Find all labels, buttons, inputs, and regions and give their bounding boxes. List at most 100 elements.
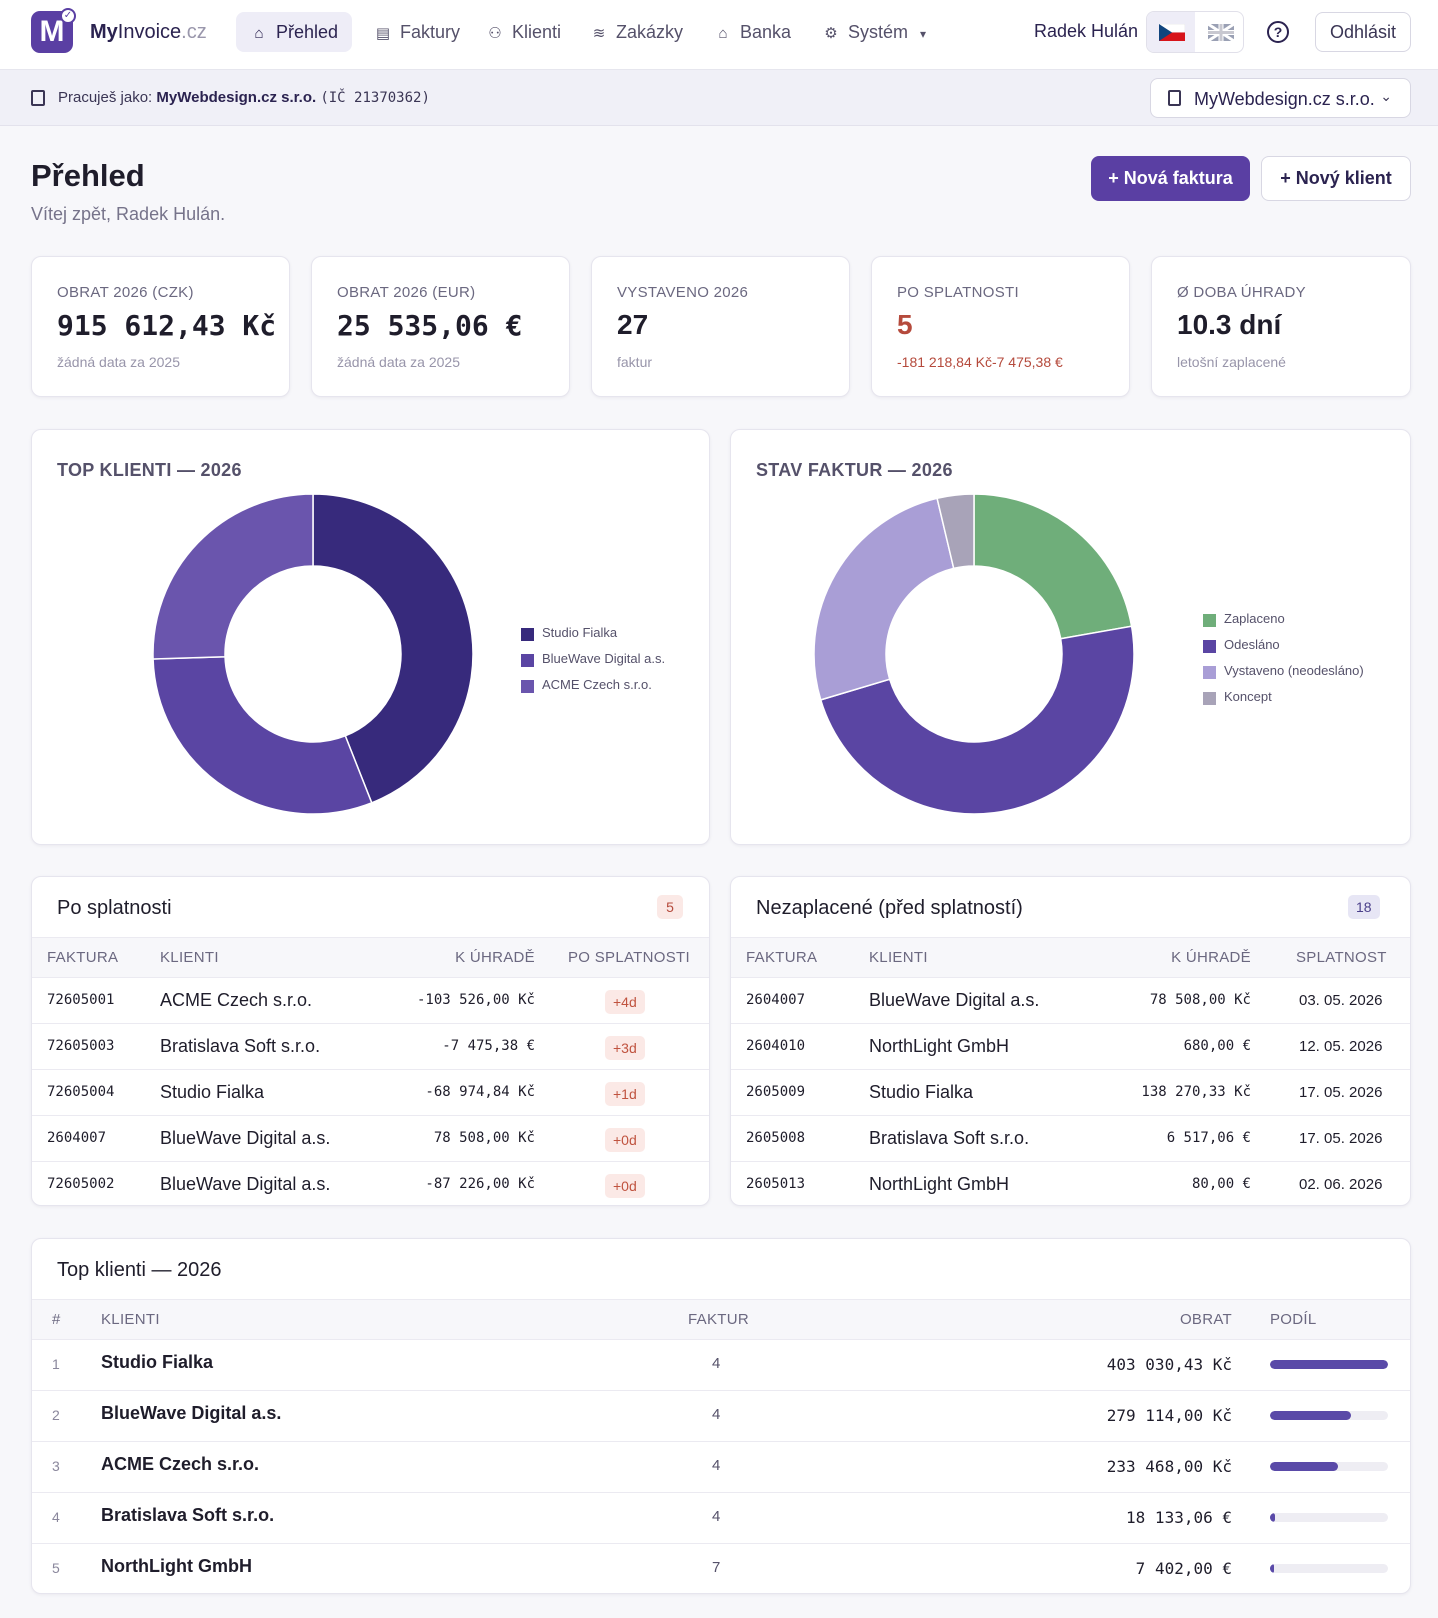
nav-zakazky[interactable]: ≋ Zakázky [576,12,697,52]
gb-flag-icon [1208,24,1234,41]
logout-button[interactable]: Odhlásit [1315,12,1411,52]
home-icon: ⌂ [254,25,264,42]
stat-value: 25 535,06 € [337,309,523,342]
company-ico: (IČ 21370362) [320,90,430,106]
donut-slice-zaplaceno[interactable] [973,493,1133,640]
table-row[interactable]: 2605009 Studio Fialka 138 270,33 Kč 17. 05.… [731,1069,1410,1115]
client-name[interactable]: Bratislava Soft s.r.o. [869,1128,1030,1148]
lang-cz-button[interactable] [1147,12,1195,52]
help-icon[interactable]: ? [1267,21,1289,43]
rank: 5 [52,1560,60,1576]
client-name[interactable]: Bratislava Soft s.r.o. [160,1036,321,1056]
logo-letter: M [39,15,65,48]
due-date: 03. 05. 2026 [1299,992,1383,1009]
client-name[interactable]: Bratislava Soft s.r.o. [101,1505,275,1525]
stat-label: VYSTAVENO 2026 [617,284,749,301]
column-header: KLIENTI [101,1311,160,1328]
column-header: FAKTURA [746,949,818,966]
column-header: FAKTUR [688,1311,749,1328]
client-name[interactable]: ACME Czech s.r.o. [160,990,313,1010]
client-name[interactable]: BlueWave Digital a.s. [160,1174,331,1194]
nav-banka[interactable]: ⌂ Banka [700,12,805,52]
client-name[interactable]: Studio Fialka [101,1352,214,1372]
client-name[interactable]: Studio Fialka [160,1082,265,1102]
rank: 2 [52,1407,60,1423]
stat-card-payment-time: Ø DOBA ÚHRADY 10.3 dní letošní zaplacené [1151,256,1411,397]
stat-card-turnover-eur: OBRAT 2026 (EUR) 25 535,06 € žádná data … [311,256,570,397]
table-row[interactable]: 72605002 BlueWave Digital a.s. -87 226,00 … [32,1161,709,1205]
amount-due: 80,00 € [1191,1176,1251,1192]
brand-invoice: Invoice [117,21,182,43]
stat-label: OBRAT 2026 (EUR) [337,284,476,301]
app-logo[interactable]: M ✓ [31,8,76,53]
nav-klienti[interactable]: ⚇ Klienti [472,12,575,52]
nav-faktury[interactable]: ▤ Faktury [360,12,474,52]
nav-label: Zakázky [616,22,684,42]
invoice-number[interactable]: 72605004 [47,1084,115,1100]
new-client-button[interactable]: + Nový klient [1261,156,1411,201]
client-name[interactable]: Studio Fialka [869,1082,974,1102]
table-row[interactable]: 1 Studio Fialka 4 403 030,43 Kč [32,1339,1410,1390]
stat-label: OBRAT 2026 (CZK) [57,284,194,301]
donut-slice-odesl-no[interactable] [819,625,1135,815]
users-icon: ⚇ [488,25,502,42]
stat-value: 10.3 dní [1177,309,1282,340]
client-name[interactable]: ACME Czech s.r.o. [101,1454,260,1474]
client-name[interactable]: BlueWave Digital a.s. [869,990,1040,1010]
donut-slice-vystaveno-neodesl-no-[interactable] [813,497,955,701]
client-name[interactable]: NorthLight GmbH [101,1556,252,1576]
overdue-days-badge: +4d [605,990,645,1014]
client-name[interactable]: NorthLight GmbH [869,1174,1010,1194]
invoice-number[interactable]: 2605013 [746,1176,806,1192]
donut-slice-koncept[interactable] [936,493,975,570]
invoice-count: 7 [712,1559,721,1576]
document-icon: ▤ [375,25,391,42]
invoice-number[interactable]: 2605008 [746,1130,806,1146]
table-row[interactable]: 72605004 Studio Fialka -68 974,84 Kč +1d [32,1069,709,1115]
table-row[interactable]: 5 NorthLight GmbH 7 7 402,00 € [32,1543,1410,1593]
amount-due: 78 508,00 Kč [1149,992,1251,1008]
stat-value: 915 612,43 Kč [57,309,277,342]
table-row[interactable]: 4 Bratislava Soft s.r.o. 4 18 133,06 € [32,1492,1410,1543]
company-name: MyWebdesign.cz s.r.o. [156,89,317,106]
invoice-number[interactable]: 72605001 [47,992,115,1008]
company-selector[interactable]: MyWebdesign.cz s.r.o. ⌄ [1150,78,1411,118]
language-switch [1146,11,1244,53]
invoice-number[interactable]: 2604010 [746,1038,806,1054]
nav-system[interactable]: ⚙ Systém ▾ [808,12,940,52]
invoice-number[interactable]: 2604007 [47,1130,107,1146]
table-row[interactable]: 2604007 BlueWave Digital a.s. 78 508,00 Kč… [32,1115,709,1161]
table-row[interactable]: 2 BlueWave Digital a.s. 4 279 114,00 Kč [32,1390,1410,1441]
client-name[interactable]: BlueWave Digital a.s. [160,1128,331,1148]
chevron-down-icon: ▾ [920,27,927,41]
client-name[interactable]: NorthLight GmbH [869,1036,1010,1056]
table-row[interactable]: 2604010 NorthLight GmbH 680,00 € 12. 05. 20… [731,1023,1410,1069]
donut-slice-bluewave-digital-a-s-[interactable] [152,655,373,815]
column-header: FAKTURA [47,949,119,966]
lang-en-button[interactable] [1196,12,1243,52]
company-selector-value: MyWebdesign.cz s.r.o. [1194,89,1375,109]
table-row[interactable]: 2604007 BlueWave Digital a.s. 78 508,00 Kč… [731,977,1410,1023]
column-header: # [52,1311,61,1328]
invoice-number[interactable]: 2605009 [746,1084,806,1100]
invoice-number[interactable]: 72605003 [47,1038,115,1054]
legend-label: Odesláno [1224,637,1280,652]
client-name[interactable]: BlueWave Digital a.s. [101,1403,282,1423]
table-row[interactable]: 2605013 NorthLight GmbH 80,00 € 02. 06. 202… [731,1161,1410,1205]
legend-swatch [1203,692,1216,705]
table-row[interactable]: 3 ACME Czech s.r.o. 4 233 468,00 Kč [32,1441,1410,1492]
donut-slice-studio-fialka[interactable] [312,493,474,804]
invoice-number[interactable]: 72605002 [47,1176,115,1192]
donut-slice-acme-czech-s-r-o-[interactable] [152,493,314,660]
nav-label: Klienti [512,22,562,42]
new-invoice-button[interactable]: + Nová faktura [1091,156,1250,201]
table-row[interactable]: 2605008 Bratislava Soft s.r.o. 6 517,06 € 1… [731,1115,1410,1161]
nav-prehled[interactable]: ⌂ Přehled [236,12,353,52]
table-row[interactable]: 72605003 Bratislava Soft s.r.o. -7 475,38 … [32,1023,709,1069]
amount-due: -68 974,84 Kč [425,1084,535,1100]
brand-name[interactable]: MyInvoice.cz [90,21,207,44]
page-subtitle: Vítej zpět, Radek Hulán. [31,204,226,224]
invoice-number[interactable]: 2604007 [746,992,806,1008]
legend-swatch [521,654,534,667]
table-row[interactable]: 72605001 ACME Czech s.r.o. -103 526,00 Kč +… [32,977,709,1023]
